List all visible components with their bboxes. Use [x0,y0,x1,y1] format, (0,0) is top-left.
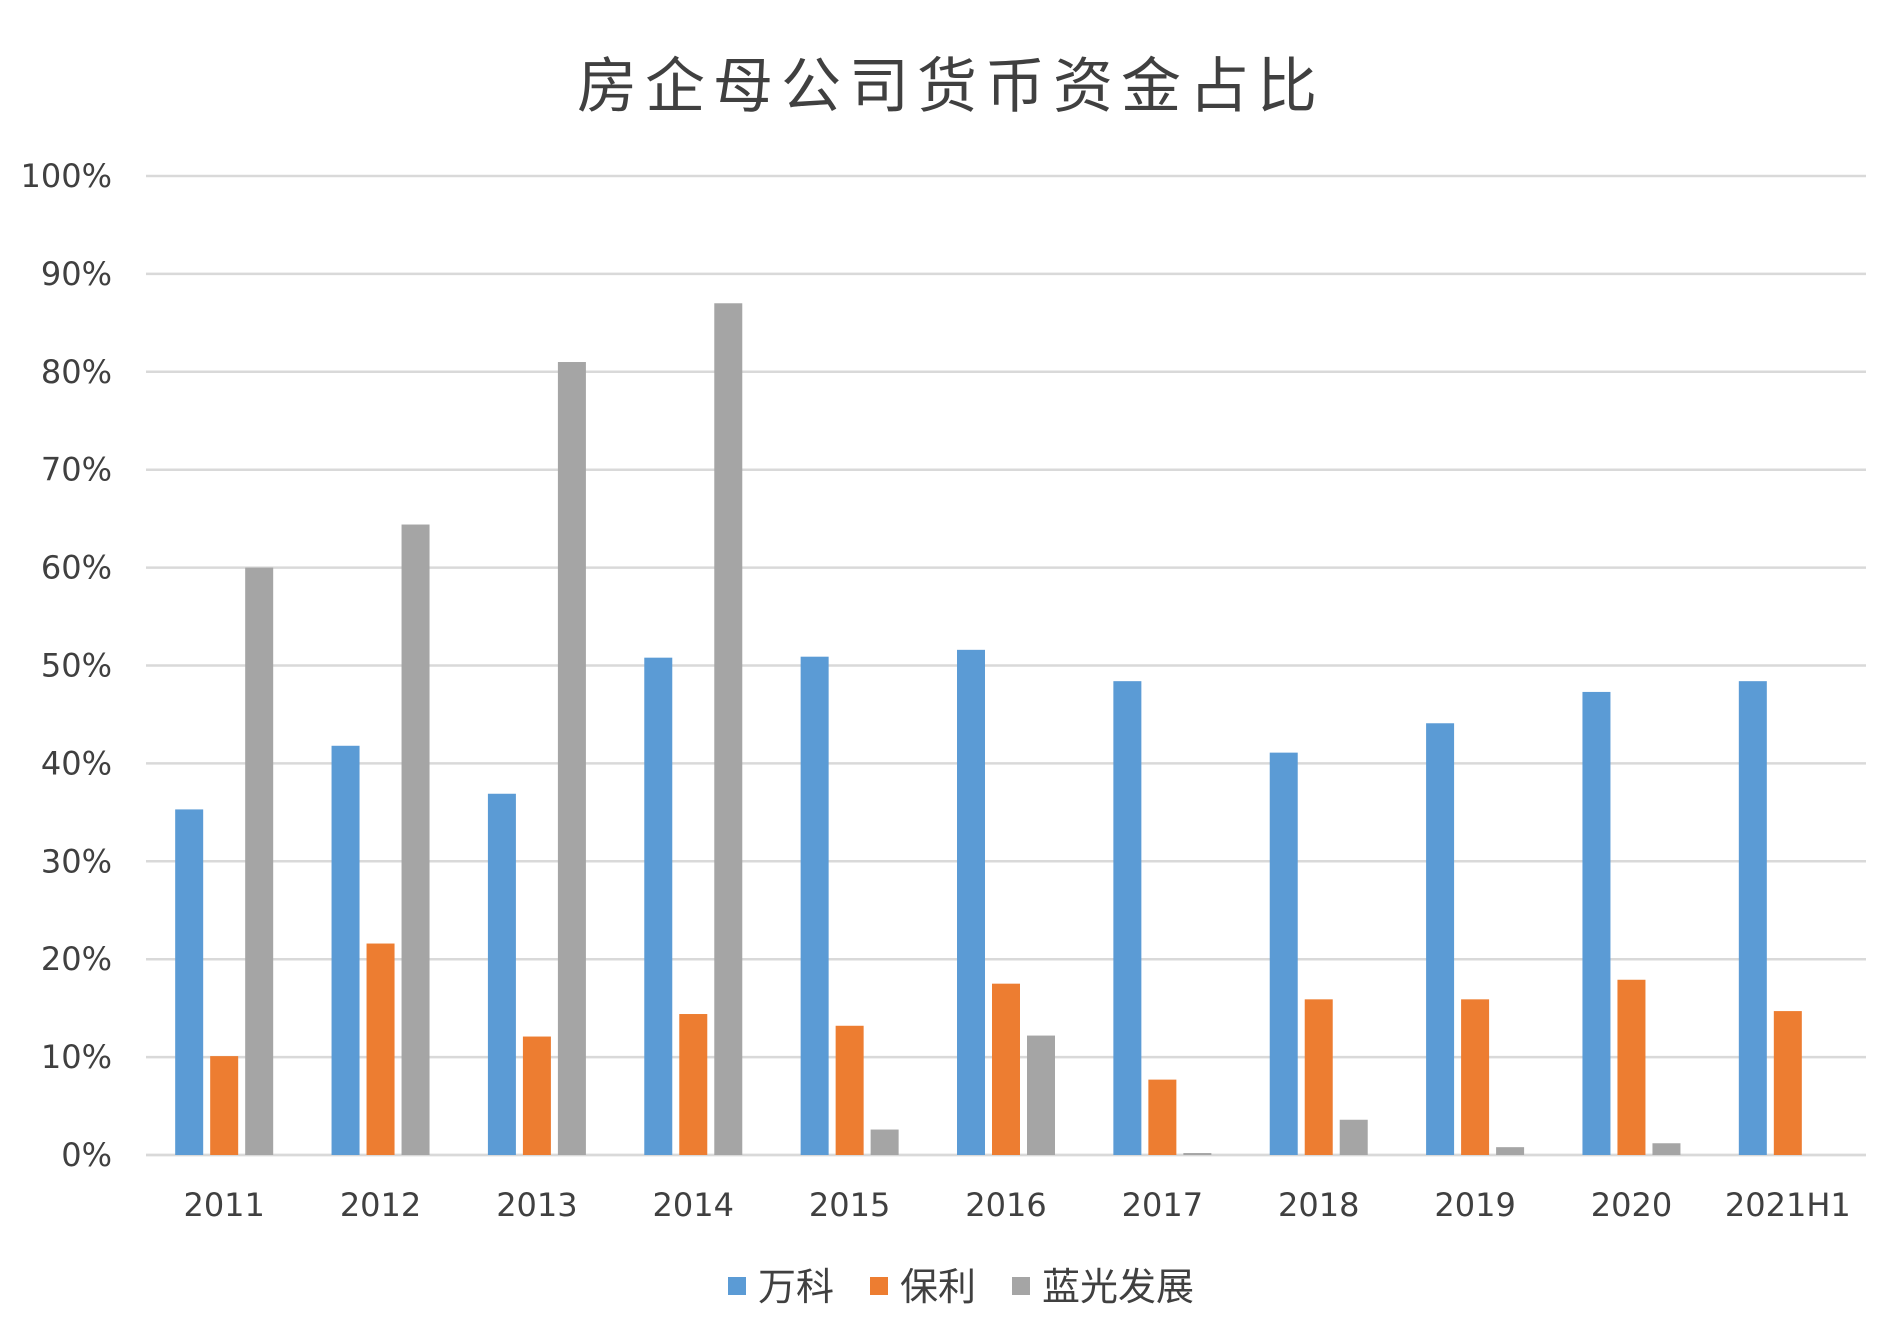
bar-poly-2014 [679,1014,708,1155]
x-tick-label: 2015 [809,1186,890,1224]
bar-vanke-2019 [1426,723,1455,1155]
x-tick-label: 2017 [1122,1186,1203,1224]
bar-languang-2011 [245,567,274,1155]
bar-vanke-2018 [1269,752,1298,1155]
bar-poly-2011 [210,1056,239,1155]
bar-languang-2016 [1027,1035,1055,1155]
bar-poly-2018 [1304,999,1333,1155]
bar-vanke-2015 [800,656,829,1155]
bar-languang-2017 [1183,1153,1212,1155]
bar-poly-2019 [1461,999,1490,1155]
y-tick-label: 0% [61,1136,112,1174]
y-tick-label: 30% [41,842,112,880]
y-tick-label: 40% [41,744,112,782]
x-tick-label: 2021H1 [1725,1186,1851,1224]
legend-swatch [728,1277,746,1295]
bar-poly-2015 [835,1025,864,1155]
bar-languang-2015 [870,1129,899,1155]
bar-vanke-2016 [957,649,985,1155]
legend-label: 保利 [900,1265,976,1309]
x-tick-label: 2013 [496,1186,577,1224]
bars [175,303,1802,1155]
bar-languang-2014 [714,303,743,1155]
y-tick-label: 100% [21,157,112,195]
legend-swatch [1012,1277,1030,1295]
bar-vanke-2020 [1582,691,1611,1155]
x-tick-label: 2018 [1278,1186,1359,1224]
bar-poly-2013 [522,1036,551,1155]
y-tick-label: 70% [41,451,112,489]
bar-poly-2016 [992,983,1020,1155]
bar-vanke-2011 [175,809,204,1155]
legend-swatch [870,1277,888,1295]
x-tick-label: 2019 [1434,1186,1515,1224]
x-tick-label: 2011 [183,1186,264,1224]
bar-poly-2017 [1148,1079,1177,1155]
bar-vanke-2012 [331,745,360,1155]
y-tick-label: 20% [41,940,112,978]
y-tick-label: 60% [41,549,112,587]
legend-label: 蓝光发展 [1042,1265,1194,1309]
bar-languang-2020 [1652,1143,1681,1155]
bar-languang-2018 [1339,1119,1368,1155]
bar-vanke-2014 [644,657,673,1155]
bar-languang-2013 [557,362,586,1155]
x-tick-label: 2016 [965,1186,1046,1224]
y-axis-tick-labels: 0% 10% 20% 30% 40% 50% 60% 70% 80% 90% 100% [21,157,112,1174]
y-tick-label: 80% [41,353,112,391]
x-tick-label: 2012 [340,1186,421,1224]
bar-vanke-2013 [487,793,516,1155]
x-axis-tick-labels: 2011 2012 2013 2014 2015 2016 2017 2018 2019 2020… [183,1186,1850,1224]
x-tick-label: 2020 [1591,1186,1672,1224]
bar-languang-2012 [401,524,430,1155]
y-tick-label: 90% [41,255,112,293]
chart-title: 房企母公司货币资金占比 [577,52,1325,122]
bar-poly-2020 [1617,979,1646,1155]
bar-vanke-2017 [1113,681,1142,1155]
legend: 万科 保利 蓝光发展 [728,1265,1194,1309]
x-tick-label: 2014 [653,1186,734,1224]
y-tick-label: 50% [41,647,112,685]
bar-poly-2012 [366,943,395,1155]
bar-poly-2021H1 [1773,1011,1802,1155]
bar-languang-2019 [1496,1147,1525,1155]
bar-vanke-2021H1 [1738,681,1767,1155]
legend-label: 万科 [758,1265,834,1309]
y-tick-label: 10% [41,1038,112,1076]
